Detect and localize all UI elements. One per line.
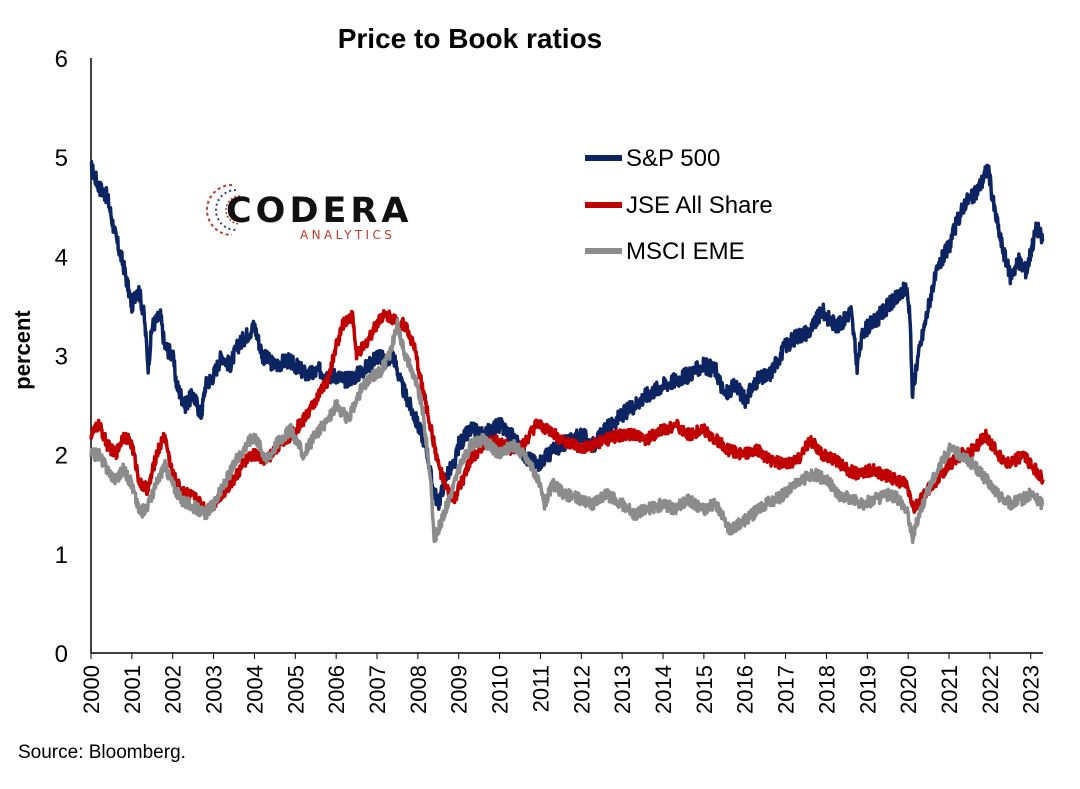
y-axis-label: percent	[10, 310, 35, 390]
x-tick-label: 2016	[733, 665, 758, 714]
x-axis-ticks: 2000 2001 2002 2003 2004 2005 2006 2007 2008 2009…	[79, 653, 1044, 714]
x-tick-label: 2008	[406, 665, 431, 714]
legend-label-msci: MSCI EME	[626, 238, 745, 265]
source-note: Source: Bloomberg.	[18, 742, 186, 763]
x-tick-label: 2023	[1019, 665, 1044, 714]
logo-circle-icon	[206, 184, 241, 236]
logo-word: CODERA	[226, 191, 412, 231]
x-tick-label: 2000	[79, 665, 104, 714]
y-tick-label: 1	[55, 542, 68, 569]
series-group	[89, 159, 1045, 545]
x-tick-label: 2010	[488, 665, 513, 714]
legend-label-sp500: S&P 500	[626, 145, 720, 172]
y-tick-label: 0	[55, 641, 68, 668]
x-tick-label: 2018	[814, 665, 839, 714]
x-tick-label: 2020	[896, 665, 921, 714]
x-tick-label: 2011	[528, 665, 553, 712]
series-line-jse	[89, 308, 1045, 516]
legend-label-jse: JSE All Share	[626, 192, 773, 219]
x-tick-label: 2005	[283, 665, 308, 714]
x-tick-label: 2007	[365, 665, 390, 714]
x-tick-label: 2019	[855, 665, 880, 714]
x-tick-label: 2013	[610, 665, 635, 714]
y-axis-ticks: 0 1 2 3 4 5 6	[55, 46, 68, 668]
x-tick-label: 2001	[120, 665, 145, 714]
logo-subtitle: ANALYTICS	[300, 228, 395, 242]
chart-title: Price to Book ratios	[338, 23, 603, 54]
x-tick-label: 2022	[978, 665, 1003, 714]
y-tick-label: 6	[55, 46, 68, 73]
y-tick-label: 3	[55, 344, 68, 371]
series-line-msci	[89, 318, 1045, 545]
y-tick-label: 4	[55, 244, 68, 271]
y-tick-label: 2	[55, 443, 68, 470]
x-tick-label: 2006	[324, 665, 349, 714]
x-tick-label: 2014	[651, 665, 676, 714]
x-tick-label: 2015	[692, 665, 717, 714]
y-tick-label: 5	[55, 145, 68, 172]
legend: S&P 500 JSE All Share MSCI EME	[585, 145, 773, 265]
x-tick-label: 2003	[202, 665, 227, 714]
x-tick-label: 2017	[774, 665, 799, 714]
x-tick-label: 2002	[161, 665, 186, 714]
codera-logo: CODERA ANALYTICS	[206, 184, 412, 242]
x-tick-label: 2012	[569, 665, 594, 714]
x-tick-label: 2009	[447, 665, 472, 714]
x-tick-label: 2004	[242, 665, 267, 714]
x-tick-label: 2021	[937, 665, 962, 714]
